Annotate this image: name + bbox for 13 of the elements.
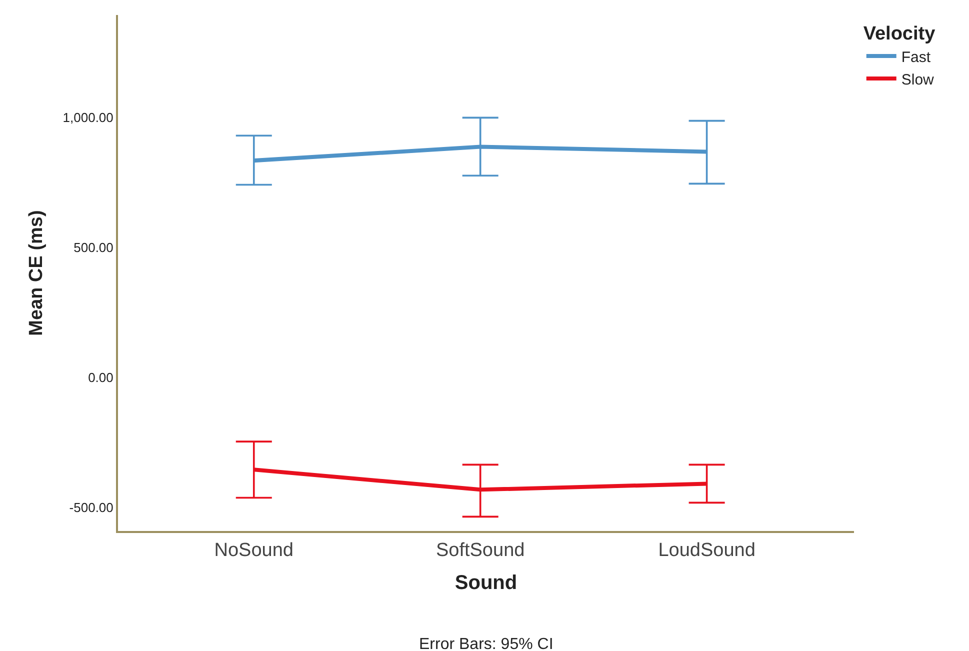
text: Error Bars: 95% CI <box>419 636 554 651</box>
x-tick-label: NoSound <box>214 540 294 561</box>
y-tick-label: -500.00 <box>69 500 114 516</box>
y-tick-label: 500.00 <box>74 240 114 256</box>
y-axis-title: Mean CE (ms) <box>26 210 48 336</box>
x-tick-label: SoftSound <box>436 540 525 561</box>
y-tick-label: 0.00 <box>88 370 114 386</box>
legend-label: Fast <box>901 48 932 66</box>
x-tick-label: LoudSound <box>658 540 756 561</box>
x-axis-title: Sound <box>454 572 518 594</box>
legend-title: Velocity <box>863 24 936 45</box>
legend-label: Slow <box>901 71 934 88</box>
y-tick-label: 1,000.00 <box>62 110 114 126</box>
